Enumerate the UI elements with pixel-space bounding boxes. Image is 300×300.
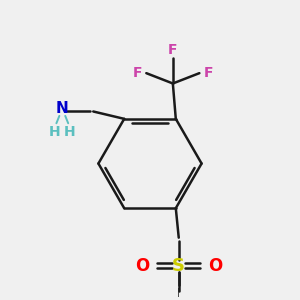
Text: S: S	[172, 257, 185, 275]
Text: O: O	[135, 257, 149, 275]
Text: |: |	[177, 288, 180, 297]
Text: H: H	[49, 125, 61, 139]
Text: H: H	[64, 125, 76, 139]
Text: O: O	[208, 257, 223, 275]
Text: F: F	[168, 43, 178, 57]
Text: N: N	[56, 101, 69, 116]
Text: F: F	[204, 66, 213, 80]
Text: F: F	[132, 66, 142, 80]
